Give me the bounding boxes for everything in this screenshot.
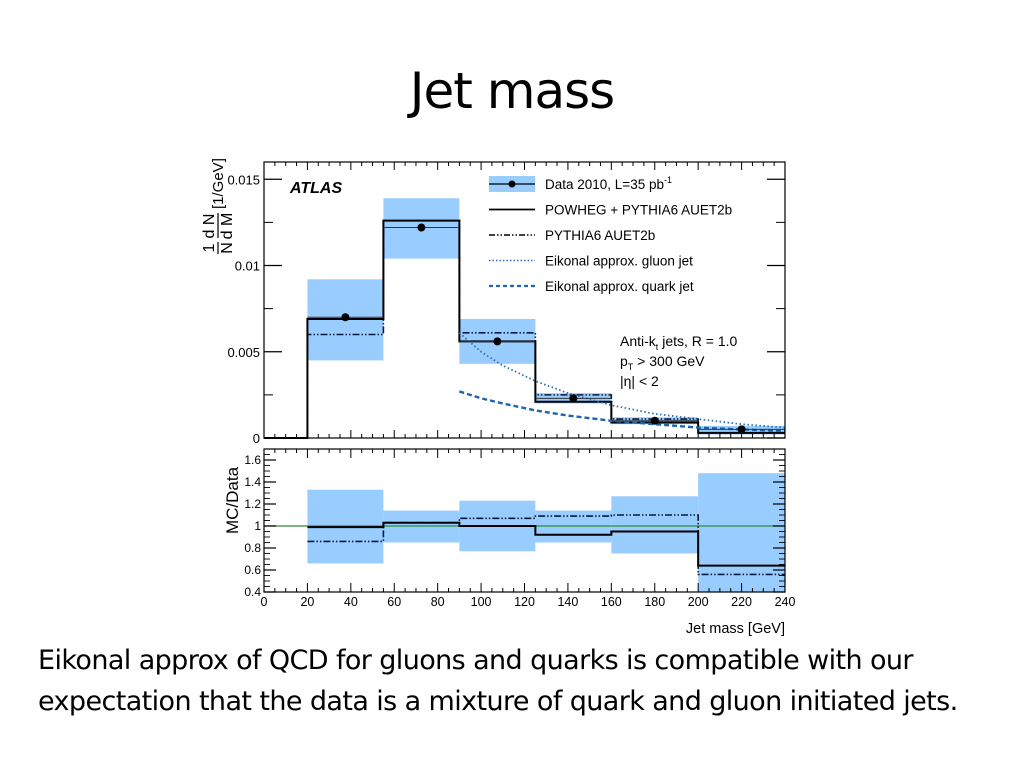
legend-item-data: Data 2010, L=35 pb-1	[489, 175, 672, 192]
data-point	[417, 223, 426, 232]
x-tick-label: 0	[261, 595, 268, 609]
x-tick-label: 180	[644, 595, 665, 609]
slide-caption: Eikonal approx of QCD for gluons and qua…	[38, 645, 958, 717]
y-label-frac1-num: 1	[201, 243, 218, 252]
ratio-y-tick-label: 0.8	[244, 541, 261, 555]
legend-item-pythia: PYTHIA6 AUET2b	[489, 228, 655, 243]
x-tick-label: 80	[431, 595, 445, 609]
ratio-y-tick-label: 1	[254, 519, 261, 533]
x-tick-label: 140	[557, 595, 578, 609]
annotation-text: > 300 GeV	[633, 353, 705, 369]
legend-item-quark: Eikonal approx. quark jet	[489, 279, 694, 294]
ratio-y-tick-label: 1.2	[244, 497, 261, 511]
gluon-eikonal-curve	[458, 332, 786, 429]
y-label-unit: [1/GeV]	[210, 158, 227, 209]
x-tick-label: 220	[731, 595, 752, 609]
ratio-y-tick-label: 0.6	[244, 563, 261, 577]
legend-label-text: Eikonal approx. gluon jet	[545, 254, 693, 269]
ratio-powheg-histogram	[307, 521, 785, 567]
pythia-histogram	[264, 219, 785, 439]
ratio-y-tick-label: 0.4	[244, 585, 261, 599]
legend-label: Data 2010, L=35 pb-1	[545, 175, 672, 192]
legend-label: PYTHIA6 AUET2b	[545, 228, 655, 243]
data-point	[737, 425, 746, 434]
legend-label-text: POWHEG + PYTHIA6 AUET2b	[545, 203, 732, 218]
legend-item-powheg: POWHEG + PYTHIA6 AUET2b	[489, 203, 732, 218]
x-axis-label: Jet mass [GeV]	[686, 621, 785, 637]
y-tick-label: 0.01	[235, 259, 260, 274]
ratio-y-axis-label: MC/Data	[223, 466, 242, 534]
y-tick-label: 0	[253, 431, 260, 446]
ratio-uncertainty-band	[611, 496, 699, 554]
x-tick-label: 100	[471, 595, 492, 609]
legend-label-text: Data 2010, L=35 pb	[545, 177, 664, 192]
annotation-text: Anti-k	[620, 333, 657, 349]
x-tick-label: 120	[514, 595, 535, 609]
legend-label-superscript: -1	[664, 175, 672, 185]
legend-marker-swatch	[508, 180, 516, 188]
slide-title: Jet mass	[409, 62, 615, 120]
y-label-frac2-num: d N	[201, 214, 218, 239]
legend-label: POWHEG + PYTHIA6 AUET2b	[545, 203, 732, 218]
data-point	[650, 416, 659, 425]
annotation-line: Anti-kt jets, R = 1.0	[620, 333, 738, 352]
annotation-line: |η| < 2	[620, 373, 659, 389]
x-tick-label: 20	[300, 595, 314, 609]
data-point	[493, 337, 502, 346]
annotation-text: p	[620, 353, 628, 369]
x-tick-label: 160	[601, 595, 622, 609]
y-label-frac1-den: N	[219, 242, 236, 254]
ratio-uncertainty-band	[698, 473, 785, 592]
x-tick-label: 60	[387, 595, 401, 609]
data-point	[569, 394, 578, 403]
legend-label-text: Eikonal approx. quark jet	[545, 279, 694, 294]
atlas-label: ATLAS	[289, 180, 342, 197]
legend-item-gluon: Eikonal approx. gluon jet	[489, 254, 693, 269]
annotation-text: |η| < 2	[620, 373, 659, 389]
legend-label: Eikonal approx. quark jet	[545, 279, 694, 294]
annotation-subscript: t	[656, 342, 659, 352]
x-tick-label: 240	[775, 595, 796, 609]
legend-label: Eikonal approx. gluon jet	[545, 254, 693, 269]
x-tick-label: 40	[344, 595, 358, 609]
legend-label-text: PYTHIA6 AUET2b	[545, 228, 655, 243]
y-tick-label: 0.005	[227, 345, 260, 360]
y-tick-label: 0.015	[227, 172, 260, 187]
annotation-subscript: T	[628, 362, 634, 372]
data-point	[341, 313, 350, 322]
ratio-y-tick-label: 1.4	[244, 475, 261, 489]
annotation-line: pT > 300 GeV	[620, 353, 705, 372]
x-tick-label: 200	[688, 595, 709, 609]
ratio-y-tick-label: 1.6	[244, 453, 261, 467]
y-label-frac2-den: d M	[219, 213, 236, 240]
annotation-text: jets, R = 1.0	[658, 333, 737, 349]
quark-eikonal-curve	[459, 390, 786, 433]
ratio-panel: 0.4 0.6 0.8 1 1.2 1.4 1.6 0 20 40 60 80 100 120 140 160…	[223, 448, 796, 637]
